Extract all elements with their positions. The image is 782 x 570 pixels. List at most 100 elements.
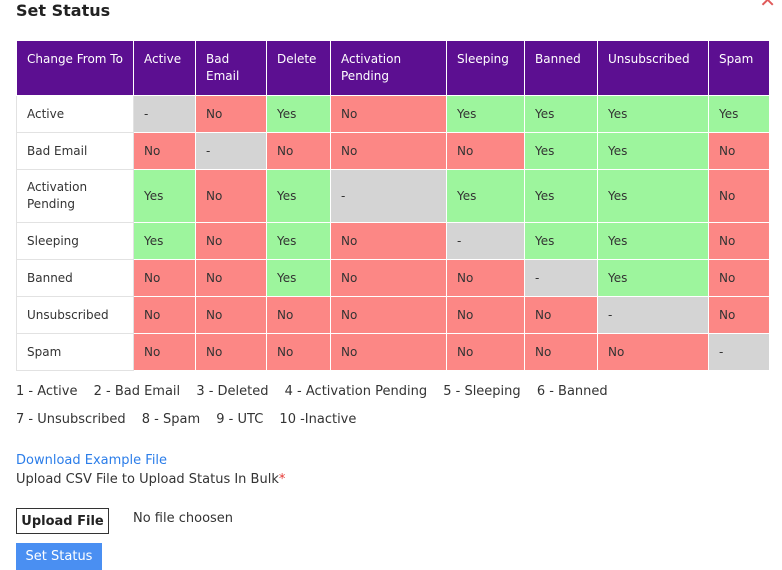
table-cell: No	[330, 222, 447, 260]
table-cell: No	[446, 259, 525, 297]
legend-item: 9 - UTC	[216, 412, 264, 427]
table-cell: No	[133, 296, 196, 334]
file-status-text: No file choosen	[133, 511, 234, 526]
table-cell: Yes	[524, 222, 598, 260]
table-cell: -	[446, 222, 525, 260]
header-cell: Bad Email	[195, 40, 267, 96]
legend-item: 4 - Activation Pending	[284, 384, 428, 399]
legend-line-1: 1 - Active 2 - Bad Email 3 - Deleted 4 -…	[16, 384, 620, 399]
table-cell: Yes	[266, 95, 331, 133]
table-cell: Yes	[597, 169, 709, 223]
table-cell: No	[195, 222, 267, 260]
table-cell: -	[708, 333, 770, 371]
table-cell: No	[708, 259, 770, 297]
table-cell: No	[266, 132, 331, 170]
header-cell: Banned	[524, 40, 598, 96]
table-cell: No	[330, 132, 447, 170]
table-cell: -	[524, 259, 598, 297]
table-cell: No	[330, 95, 447, 133]
table-cell: Yes	[524, 95, 598, 133]
table-cell: Yes	[133, 222, 196, 260]
table-cell: No	[330, 296, 447, 334]
row-label: Activation Pending	[16, 169, 134, 223]
legend-item: 1 - Active	[16, 384, 78, 399]
table-cell: Yes	[446, 95, 525, 133]
table-cell: No	[708, 132, 770, 170]
table-cell: No	[266, 296, 331, 334]
header-cell: Delete	[266, 40, 331, 96]
table-cell: No	[195, 333, 267, 371]
table-cell: No	[524, 296, 598, 334]
table-cell: No	[195, 169, 267, 223]
table-cell: -	[597, 296, 709, 334]
legend-item: 2 - Bad Email	[93, 384, 181, 399]
table-cell: -	[133, 95, 196, 133]
table-row: Unsubscribed No No No No No No - No	[16, 296, 770, 334]
header-cell: Change From To	[16, 40, 134, 96]
legend-item: 5 - Sleeping	[443, 384, 521, 399]
table-cell: -	[330, 169, 447, 223]
row-label: Sleeping	[16, 222, 134, 260]
table-cell: No	[708, 222, 770, 260]
legend-item: 6 - Banned	[536, 384, 608, 399]
legend-line-2: 7 - Unsubscribed 8 - Spam 9 - UTC 10 -In…	[16, 412, 368, 427]
table-cell: Yes	[708, 95, 770, 133]
table-cell: No	[195, 296, 267, 334]
table-cell: No	[330, 333, 447, 371]
table-cell: No	[708, 169, 770, 223]
table-cell: No	[195, 259, 267, 297]
legend-item: 7 - Unsubscribed	[16, 412, 126, 427]
table-cell: No	[133, 259, 196, 297]
table-cell: Yes	[266, 169, 331, 223]
row-label: Active	[16, 95, 134, 133]
table-row: Banned No No Yes No No - Yes No	[16, 259, 770, 297]
table-row: Active - No Yes No Yes Yes Yes Yes	[16, 95, 770, 133]
table-row: Bad Email No - No No No Yes Yes No	[16, 132, 770, 170]
table-row: Sleeping Yes No Yes No - Yes Yes No	[16, 222, 770, 260]
table-cell: No	[195, 95, 267, 133]
table-cell: Yes	[597, 259, 709, 297]
table-cell: No	[133, 333, 196, 371]
header-cell: Spam	[708, 40, 770, 96]
table-cell: No	[330, 259, 447, 297]
table-row: Spam No No No No No No No -	[16, 333, 770, 371]
row-label: Banned	[16, 259, 134, 297]
table-cell: Yes	[133, 169, 196, 223]
legend-item: 8 - Spam	[141, 412, 201, 427]
table-row: Activation Pending Yes No Yes - Yes Yes …	[16, 169, 770, 223]
table-cell: Yes	[266, 222, 331, 260]
table-cell: No	[708, 296, 770, 334]
table-cell: No	[266, 333, 331, 371]
table-cell: Yes	[266, 259, 331, 297]
table-cell: Yes	[597, 95, 709, 133]
header-cell: Sleeping	[446, 40, 525, 96]
upload-csv-label: Upload CSV File to Upload Status In Bulk…	[16, 472, 285, 487]
row-label: Unsubscribed	[16, 296, 134, 334]
header-cell: Activation Pending	[330, 40, 447, 96]
table-cell: Yes	[597, 132, 709, 170]
close-icon[interactable]: ✕	[759, 0, 776, 12]
header-cell: Active	[133, 40, 196, 96]
row-label: Bad Email	[16, 132, 134, 170]
table-header: Change From To Active Bad Email Delete A…	[16, 40, 770, 96]
table-cell: -	[195, 132, 267, 170]
upload-label-text: Upload CSV File to Upload Status In Bulk	[16, 472, 279, 487]
status-transition-table: Change From To Active Bad Email Delete A…	[16, 40, 770, 371]
legend-item: 3 - Deleted	[196, 384, 269, 399]
table-cell: No	[524, 333, 598, 371]
table-cell: Yes	[446, 169, 525, 223]
table-cell: Yes	[524, 132, 598, 170]
legend-item: 10 -Inactive	[279, 412, 357, 427]
row-label: Spam	[16, 333, 134, 371]
table-cell: No	[446, 132, 525, 170]
download-example-link[interactable]: Download Example File	[16, 453, 168, 468]
header-cell: Unsubscribed	[597, 40, 709, 96]
header-row: Change From To Active Bad Email Delete A…	[16, 40, 770, 96]
set-status-button[interactable]: Set Status	[16, 543, 102, 570]
table-cell: Yes	[524, 169, 598, 223]
table-body: Active - No Yes No Yes Yes Yes Yes Bad E…	[16, 95, 770, 371]
table-cell: No	[597, 333, 709, 371]
table-cell: No	[446, 333, 525, 371]
upload-file-button[interactable]: Upload File	[16, 508, 109, 534]
table-cell: No	[133, 132, 196, 170]
